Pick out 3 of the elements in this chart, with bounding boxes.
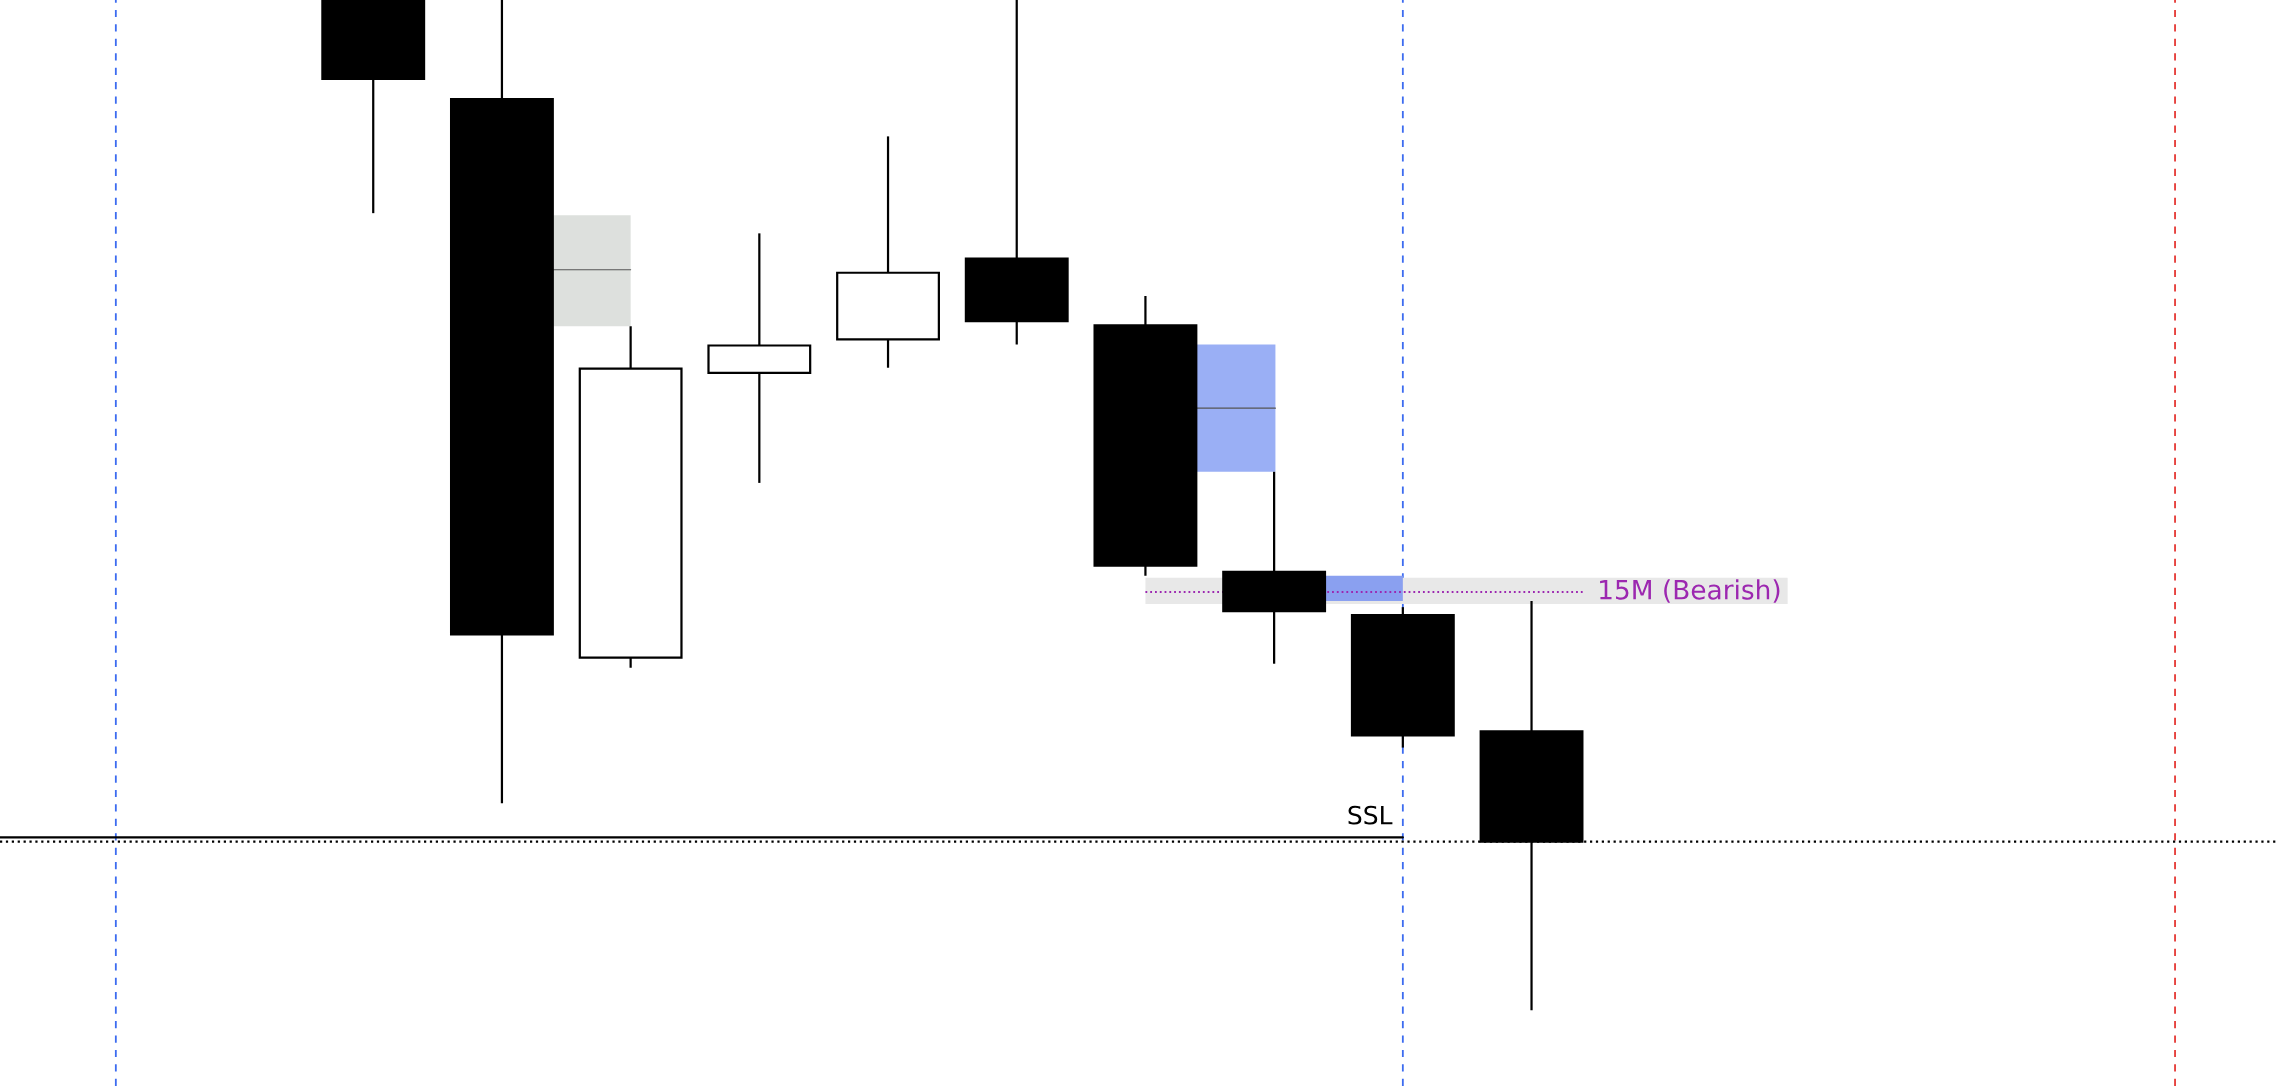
candlestick xyxy=(707,232,812,484)
ref-line-label: SSL xyxy=(1348,805,1393,825)
text: 15M (Bearish) xyxy=(1600,579,1780,603)
